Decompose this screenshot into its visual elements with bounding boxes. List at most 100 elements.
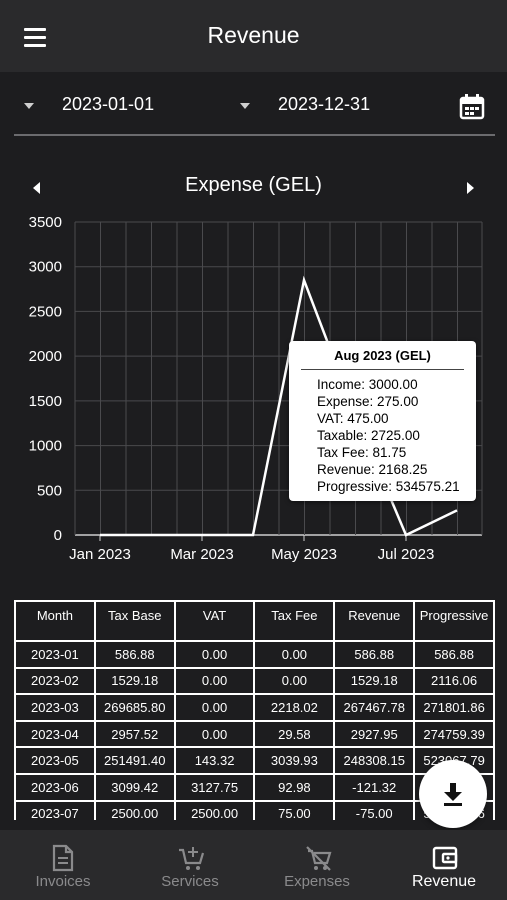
table-cell: 271801.86 [413, 693, 495, 722]
table-cell: 267467.78 [333, 693, 416, 722]
tooltip-line: Tax Fee: 81.75 [317, 445, 407, 460]
x-tick-label: Jul 2023 [378, 546, 435, 563]
tooltip-line: Income: 3000.00 [317, 377, 418, 392]
table-cell: 2957.52 [93, 719, 176, 749]
nav-label: Invoices [35, 873, 91, 890]
table-cell: 0.00 [173, 666, 256, 696]
column-header-vat: VAT [173, 600, 256, 642]
table-cell: 274759.39 [413, 719, 495, 749]
bottom-navigation: Invoices Services Expenses Revenue [0, 830, 507, 900]
table-cell: 92.98 [253, 772, 336, 802]
tooltip-line: Expense: 275.00 [317, 394, 419, 409]
document-icon [52, 844, 74, 872]
nav-item-expenses[interactable]: Expenses [254, 830, 380, 900]
y-tick-label: 0 [54, 527, 62, 544]
end-date-dropdown[interactable]: 2023-12-31 [230, 74, 445, 134]
table-cell: 2927.95 [333, 719, 416, 749]
table-cell: 269685.80 [93, 693, 176, 722]
nav-item-revenue[interactable]: Revenue [381, 830, 507, 900]
page-title: Revenue [207, 22, 300, 48]
column-header-tax-fee: Tax Fee [253, 600, 336, 642]
table-cell: 3127.75 [173, 772, 256, 802]
wallet-icon [432, 846, 458, 870]
table-cell: 251491.40 [93, 746, 176, 775]
table-cell: 0.00 [253, 640, 336, 669]
table-cell: 586.88 [333, 640, 416, 669]
table-row: 2023-02 1529.18 0.00 0.00 1529.18 2116.06 [14, 666, 495, 696]
table-cell: 0.00 [173, 719, 256, 749]
y-tick-label: 2500 [29, 303, 62, 320]
download-button[interactable] [419, 760, 487, 828]
table-cell: 143.32 [173, 746, 256, 775]
table-cell: 2023-07 [14, 799, 96, 820]
table-cell: 0.00 [253, 666, 336, 696]
nav-label: Expenses [284, 873, 350, 890]
y-tick-label: 1000 [29, 438, 62, 455]
table-row: 2023-03 269685.80 0.00 2218.02 267467.78 2718… [14, 693, 495, 722]
nav-label: Revenue [411, 873, 477, 890]
column-header-tax-base: Tax Base [93, 600, 176, 642]
table-row: 2023-01 586.88 0.00 0.00 586.88 586.88 [14, 640, 495, 669]
tooltip-line: VAT: 475.00 [317, 411, 389, 426]
cart-add-icon [179, 847, 205, 870]
table-cell: 0.00 [173, 640, 256, 669]
table-row: 2023-04 2957.52 0.00 29.58 2927.95 274759.39 [14, 719, 495, 749]
table-cell: 2023-05 [14, 746, 96, 775]
column-header-month: Month [14, 600, 96, 642]
table-cell: 586.88 [93, 640, 176, 669]
table-row: 2023-072500.002500.0075.00-75.00522871.4… [14, 799, 495, 820]
chevron-down-icon [24, 103, 34, 109]
tooltip-line: Revenue: 2168.25 [317, 462, 428, 477]
y-tick-label: 3500 [29, 214, 62, 231]
table-cell: 2023-06 [14, 772, 96, 802]
table-row: 2023-063099.423127.7592.98-121.32522946.… [14, 772, 495, 802]
table-cell: 2218.02 [253, 693, 336, 722]
expense-line-chart: 0 500 1000 1500 2000 2500 3000 3500 Jan 2023 Mar… [29, 214, 483, 563]
table-cell: -121.32 [333, 772, 416, 802]
table-row: 2023-05251491.40143.323039.93248308.1552… [14, 746, 495, 775]
tooltip-title: Aug 2023 (GEL) [334, 348, 431, 363]
app-bar: Revenue [0, 0, 507, 72]
nav-label: Services [161, 873, 219, 890]
x-axis-ticks: Jan 2023 Mar 2023 May 2023 Jul 2023 [69, 535, 434, 563]
chart-title: Expense (GEL) [185, 174, 322, 196]
y-tick-label: 1500 [29, 393, 62, 410]
table-cell: 2023-01 [14, 640, 96, 669]
chart-tooltip: Aug 2023 (GEL) Income: 3000.00 Expense: … [289, 341, 476, 501]
tooltip-line: Progressive: 534575.21 [317, 479, 460, 494]
table-cell: 1529.18 [93, 666, 176, 696]
start-date-value: 2023-01-01 [62, 94, 155, 114]
revenue-table-container[interactable]: Month Tax Base VAT Tax Fee Revenue Progr… [14, 600, 495, 820]
tooltip-divider [301, 369, 464, 370]
nav-item-services[interactable]: Services [127, 830, 253, 900]
menu-icon[interactable] [18, 24, 52, 52]
y-axis-ticks: 0 500 1000 1500 2000 2500 3000 3500 [29, 214, 62, 544]
table-cell: 2023-03 [14, 693, 96, 722]
chevron-left-icon[interactable] [30, 180, 46, 196]
table-header-row: Month Tax Base VAT Tax Fee Revenue Progr… [14, 600, 495, 642]
table-cell: 2023-04 [14, 719, 96, 749]
chart-header: Expense (GEL) [0, 168, 507, 208]
y-tick-label: 2000 [29, 348, 62, 365]
chevron-right-icon[interactable] [463, 180, 479, 196]
table-cell: 3039.93 [253, 746, 336, 775]
x-tick-label: Jan 2023 [69, 546, 131, 563]
column-header-progressive: Progressive [413, 600, 495, 642]
start-date-dropdown[interactable]: 2023-01-01 [14, 74, 229, 134]
download-icon [444, 783, 462, 806]
table-cell: 586.88 [413, 640, 495, 669]
nav-item-invoices[interactable]: Invoices [0, 830, 126, 900]
table-cell: 2500.00 [93, 799, 176, 820]
calendar-icon[interactable] [457, 92, 487, 122]
table-cell: -75.00 [333, 799, 416, 820]
table-cell: 2023-02 [14, 666, 96, 696]
y-tick-label: 500 [37, 482, 62, 499]
table-cell: 2116.06 [413, 666, 495, 696]
series-line [100, 275, 458, 537]
end-date-value: 2023-12-31 [278, 94, 371, 114]
x-tick-label: May 2023 [271, 546, 337, 563]
y-tick-label: 3000 [29, 259, 62, 276]
revenue-table: Month Tax Base VAT Tax Fee Revenue Progr… [14, 600, 495, 820]
table-cell: 75.00 [253, 799, 336, 820]
x-tick-label: Mar 2023 [170, 546, 233, 563]
